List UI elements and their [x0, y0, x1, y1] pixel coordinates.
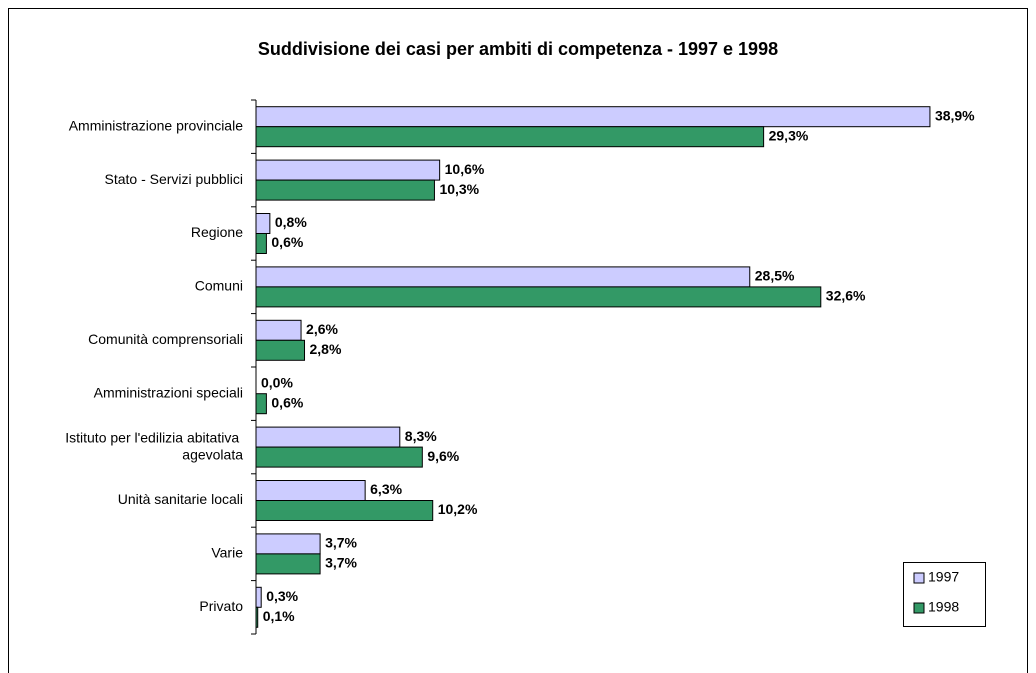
bar: [255, 319, 302, 341]
y-tick-label: Unità sanitarie locali: [118, 491, 243, 507]
y-tick-label: Regione: [191, 224, 243, 240]
bar: [255, 106, 931, 128]
bar: [255, 586, 262, 608]
bar: [255, 426, 401, 448]
bar: [255, 179, 435, 201]
value-label: 2,8%: [310, 341, 342, 357]
value-label: 38,9%: [935, 107, 975, 123]
bar: [255, 446, 423, 468]
bar: [255, 126, 765, 148]
value-label: 6,3%: [370, 481, 402, 497]
legend-swatch: [913, 602, 925, 614]
bar: [255, 393, 267, 415]
bar: [255, 500, 434, 521]
value-label: 9,6%: [427, 448, 459, 464]
bar: [255, 286, 822, 308]
value-label: 8,3%: [405, 428, 437, 444]
legend-label: 1997: [928, 569, 959, 585]
bar: [255, 480, 366, 501]
y-tick-label: Comuni: [195, 278, 243, 294]
value-label: 10,2%: [438, 501, 478, 517]
bar: [255, 159, 441, 181]
value-label: 10,6%: [445, 161, 485, 177]
y-tick-label: Stato - Servizi pubblici: [104, 171, 243, 187]
bar: [255, 339, 306, 361]
y-tick-label: Amministrazioni speciali: [94, 384, 243, 400]
bar: [255, 533, 321, 555]
bar: [255, 553, 321, 575]
value-label: 10,3%: [439, 181, 479, 197]
value-label: 32,6%: [826, 288, 866, 304]
value-label: 0,1%: [263, 608, 295, 624]
value-label: 0,6%: [271, 234, 303, 250]
value-label: 3,7%: [325, 555, 357, 571]
value-label: 2,6%: [306, 321, 338, 337]
value-label: 29,3%: [769, 127, 809, 143]
bar: [255, 266, 751, 288]
value-label: 3,7%: [325, 535, 357, 551]
y-tick-label: Varie: [211, 545, 243, 561]
bar: [255, 213, 271, 234]
value-label: 0,0%: [261, 374, 293, 390]
legend-label: 1998: [928, 599, 959, 615]
y-tick-label: Comunità comprensoriali: [88, 331, 243, 347]
value-label: 0,8%: [275, 214, 307, 230]
y-tick-label: Privato: [199, 598, 243, 614]
chart-title: Suddivisione dei casi per ambiti di comp…: [258, 39, 778, 59]
y-tick-label: Amministrazione provinciale: [69, 117, 244, 133]
bar: [255, 233, 267, 254]
value-label: 0,3%: [266, 588, 298, 604]
value-label: 28,5%: [755, 268, 795, 284]
y-tick-label: Istituto per l'edilizia abitativa agevol…: [65, 429, 243, 462]
legend-swatch: [913, 572, 925, 584]
value-label: 0,6%: [271, 394, 303, 410]
